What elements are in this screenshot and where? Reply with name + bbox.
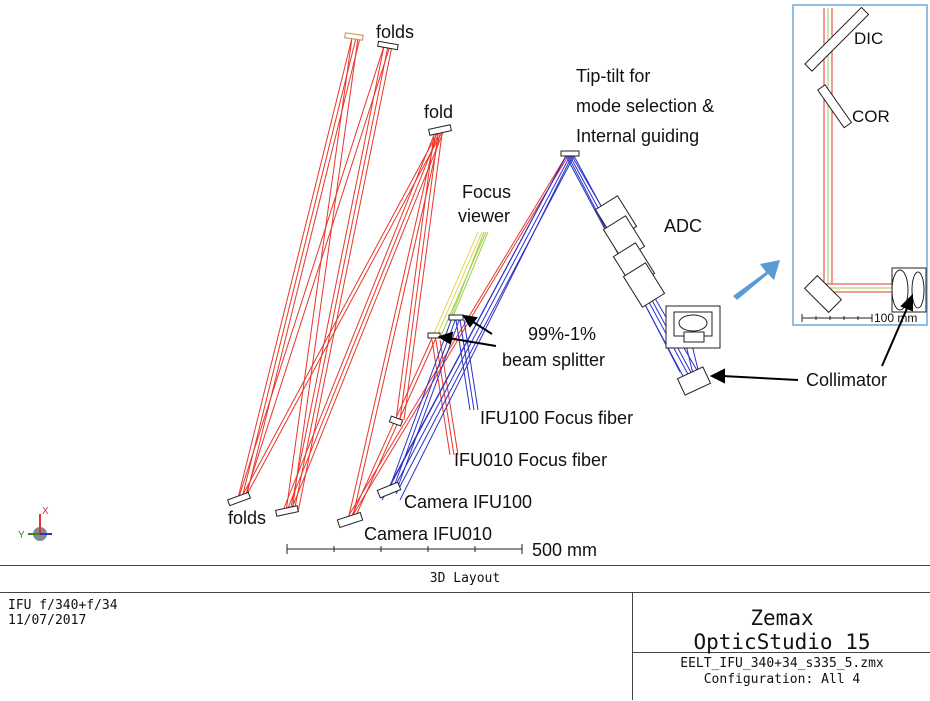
axis-x-label: X	[42, 506, 49, 517]
label-ifu010-fiber: IFU010 Focus fiber	[454, 450, 607, 470]
label-folds-bottom: folds	[228, 508, 266, 528]
inset-dic-label: DIC	[854, 29, 883, 48]
main-scale-bar	[287, 544, 522, 554]
axis-y-label: Y	[18, 530, 25, 541]
adc-lens-group	[595, 196, 664, 307]
red-beam-paths	[238, 38, 568, 520]
label-splitter-1: 99%-1%	[528, 324, 596, 344]
label-camera-ifu100: Camera IFU100	[404, 492, 532, 512]
label-fold: fold	[424, 102, 453, 122]
inset-panel: DIC COR 100 mm	[793, 5, 927, 325]
fold-mirror-top-b	[378, 41, 399, 49]
footer-brand-area: Zemax OpticStudio 15 EELT_IFU_340+34_s33…	[632, 592, 930, 700]
brand-name: Zemax	[633, 606, 930, 630]
footer-date: 11/07/2017	[8, 613, 118, 628]
optical-layout-diagram: DIC COR 100 mm folds fold Tip-tilt for m…	[0, 0, 930, 565]
collimator-mirror	[678, 367, 711, 395]
beam-splitter-blue	[449, 315, 463, 320]
camera-ifu100-mirror	[377, 482, 400, 498]
label-splitter-2: beam splitter	[502, 350, 605, 370]
footer-system-label: IFU f/340+f/34	[8, 598, 118, 613]
label-collimator: Collimator	[806, 370, 887, 390]
label-folds-top: folds	[376, 22, 414, 42]
main-scale-label: 500 mm	[532, 540, 597, 560]
axis-triad: X Y	[18, 506, 52, 541]
label-ifu100-fiber: IFU100 Focus fiber	[480, 408, 633, 428]
collimator-lens-group	[666, 306, 720, 348]
tip-tilt-mirror	[561, 151, 579, 156]
label-adc: ADC	[664, 216, 702, 236]
label-focus-viewer-2: viewer	[458, 206, 510, 226]
label-camera-ifu010: Camera IFU010	[364, 524, 492, 544]
file-name: EELT_IFU_340+34_s335_5.zmx	[633, 656, 930, 672]
fold-mirror-top-a	[345, 33, 364, 40]
camera-ifu010-mirror	[337, 512, 362, 527]
brand-product: OpticStudio 15	[633, 630, 930, 654]
label-tip-tilt-2: mode selection &	[576, 96, 714, 116]
footer-info: IFU f/340+f/34 11/07/2017	[8, 598, 118, 628]
zoom-arrow	[733, 260, 780, 300]
label-focus-viewer-1: Focus	[462, 182, 511, 202]
file-info: EELT_IFU_340+34_s335_5.zmx Configuration…	[633, 656, 930, 688]
inset-scale-label: 100 mm	[874, 311, 917, 325]
inset-cor-label: COR	[852, 107, 890, 126]
label-tip-tilt-3: Internal guiding	[576, 126, 699, 146]
configuration-label: Configuration: All 4	[633, 672, 930, 688]
fold-mirror-mid	[429, 125, 452, 135]
label-tip-tilt-1: Tip-tilt for	[576, 66, 650, 86]
beam-splitter-red	[428, 333, 440, 338]
brand-box: Zemax OpticStudio 15	[633, 592, 930, 653]
footer-title: 3D Layout	[0, 566, 930, 593]
